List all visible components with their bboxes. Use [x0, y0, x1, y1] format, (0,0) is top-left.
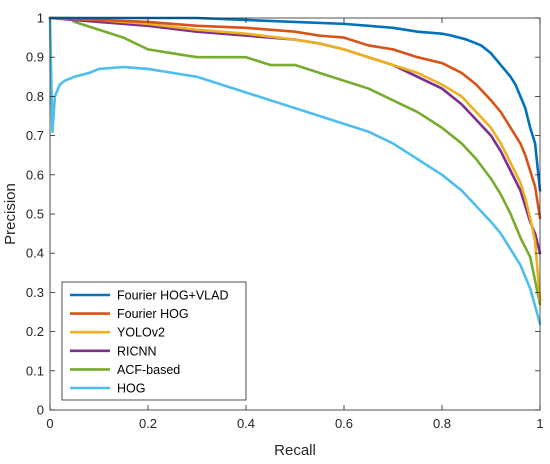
legend-label-1: Fourier HOG [117, 307, 189, 321]
y-tick-label: 0.2 [26, 324, 44, 339]
y-tick-label: 0.9 [26, 50, 44, 65]
x-tick-labels: 0 0.2 0.4 0.6 0.8 1 [46, 416, 543, 431]
x-tick-label: 0 [46, 416, 53, 431]
x-tick-label: 0.6 [335, 416, 353, 431]
legend-label-3: RICNN [117, 344, 157, 358]
x-tick-label: 0.8 [433, 416, 451, 431]
series-layer [48, 16, 542, 326]
y-tick-label: 1 [37, 11, 44, 26]
x-tick-label: 0.4 [237, 416, 255, 431]
legend-box [61, 281, 247, 401]
y-tick-label: 0.1 [26, 363, 44, 378]
x-tick-label: 1 [536, 416, 543, 431]
y-tick-label: 0.8 [26, 89, 44, 104]
series-line-0 [48, 16, 542, 192]
x-axis-label: Recall [274, 442, 316, 459]
y-axis-label: Precision [2, 183, 19, 245]
legend-label-4: ACF-based [117, 363, 180, 377]
y-tick-label: 0.7 [26, 128, 44, 143]
series-line-5 [48, 16, 542, 326]
y-tick-label: 0 [37, 403, 44, 418]
y-tick-label: 0.5 [26, 207, 44, 222]
series-line-2 [48, 16, 542, 302]
tick-layer [49, 17, 541, 411]
legend: Fourier HOG+VLAD Fourier HOG YOLOv2 RICNN AC… [61, 281, 247, 401]
x-tick-label: 0.2 [139, 416, 157, 431]
series-line-3 [48, 16, 542, 255]
y-tick-label: 0.3 [26, 285, 44, 300]
legend-label-5: HOG [117, 382, 145, 396]
y-tick-label: 0.4 [26, 246, 44, 261]
legend-label-2: YOLOv2 [117, 326, 165, 340]
y-tick-label: 0.6 [26, 167, 44, 182]
series-line-1 [48, 16, 542, 220]
legend-items: Fourier HOG+VLAD Fourier HOG YOLOv2 RICNN AC… [70, 289, 229, 396]
y-tick-labels: 0 0.1 0.2 0.3 0.4 0.5 0.6 0.7 0.8 0.9 1 [26, 11, 44, 418]
series-line-4 [48, 16, 542, 306]
legend-label-0: Fourier HOG+VLAD [117, 289, 229, 303]
